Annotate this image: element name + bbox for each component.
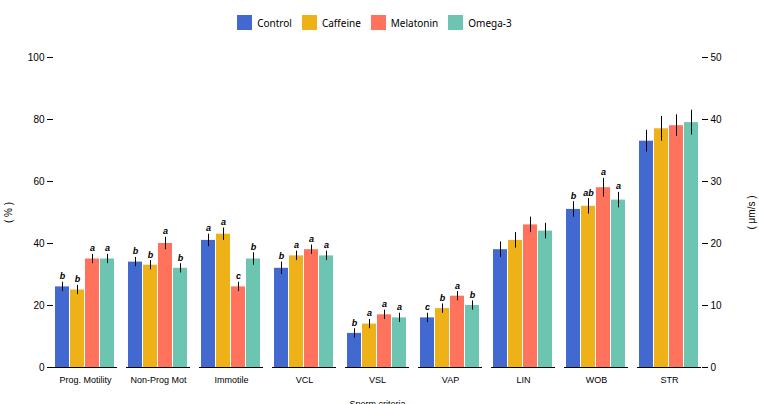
svg-text:20: 20: [33, 300, 45, 311]
svg-text:80: 80: [33, 114, 45, 125]
svg-text:b: b: [440, 293, 446, 303]
svg-text:b: b: [251, 242, 257, 252]
svg-text:0: 0: [711, 362, 717, 373]
svg-text:a: a: [163, 226, 168, 236]
svg-text:b: b: [571, 191, 577, 201]
svg-text:a: a: [105, 243, 110, 253]
svg-text:b: b: [279, 251, 285, 261]
svg-text:b: b: [470, 290, 476, 300]
svg-text:( μm/s ): ( μm/s ): [746, 195, 757, 229]
svg-text:STR: STR: [661, 375, 680, 385]
svg-text:LIN: LIN: [516, 375, 530, 385]
svg-text:b: b: [148, 250, 154, 260]
svg-text:30: 30: [711, 176, 723, 187]
svg-text:b: b: [60, 271, 66, 281]
svg-text:Prog. Motility: Prog. Motility: [59, 375, 112, 385]
svg-text:60: 60: [33, 176, 45, 187]
svg-text:a: a: [455, 281, 460, 291]
svg-text:a: a: [397, 302, 402, 312]
svg-text:b: b: [133, 246, 139, 256]
svg-text:VSL: VSL: [369, 375, 386, 385]
svg-text:WOB: WOB: [586, 375, 608, 385]
svg-text:Non-Prog Mot: Non-Prog Mot: [130, 375, 187, 385]
svg-text:a: a: [367, 308, 372, 318]
html-text:Control: Control: [257, 15, 292, 30]
svg-text:b: b: [178, 253, 184, 263]
svg-text:( % ): ( % ): [3, 202, 14, 223]
svg-text:a: a: [221, 217, 226, 227]
svg-text:VCL: VCL: [296, 375, 314, 385]
svg-text:Sperm criteria: Sperm criteria: [349, 399, 405, 404]
svg-text:a: a: [294, 240, 299, 250]
svg-text:10: 10: [711, 300, 723, 311]
svg-text:b: b: [352, 318, 358, 328]
svg-text:0: 0: [39, 362, 45, 373]
svg-text:a: a: [309, 234, 314, 244]
svg-text:c: c: [425, 302, 430, 312]
svg-text:a: a: [601, 167, 606, 177]
svg-text:50: 50: [711, 52, 723, 63]
html-text:Melatonin: Melatonin: [390, 15, 439, 30]
svg-text:20: 20: [711, 238, 723, 249]
svg-text:ab: ab: [583, 188, 594, 198]
svg-text:Immotile: Immotile: [214, 375, 248, 385]
svg-text:c: c: [236, 271, 241, 281]
svg-text:100: 100: [28, 52, 45, 63]
svg-text:VAP: VAP: [442, 375, 459, 385]
svg-text:40: 40: [33, 238, 45, 249]
svg-text:a: a: [382, 299, 387, 309]
html-text:Caffeine: Caffeine: [321, 15, 361, 30]
svg-text:a: a: [206, 223, 211, 233]
svg-text:b: b: [75, 274, 81, 284]
svg-text:a: a: [616, 181, 621, 191]
html-text:Omega-3: Omega-3: [468, 15, 512, 30]
svg-text:a: a: [90, 243, 95, 253]
svg-text:40: 40: [711, 114, 723, 125]
svg-text:a: a: [324, 240, 329, 250]
